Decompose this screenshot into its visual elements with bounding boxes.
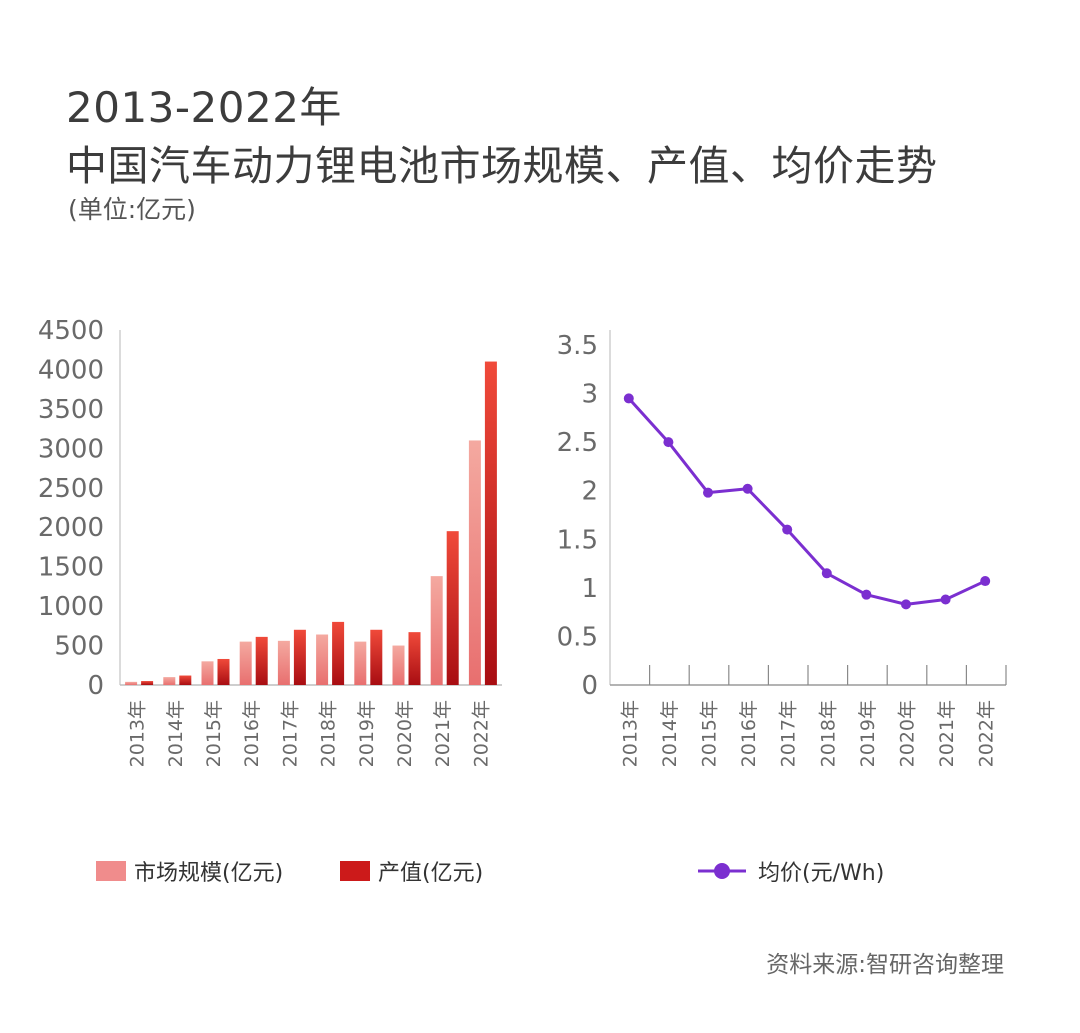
bar-market-size (125, 681, 138, 685)
bar-output-value (446, 531, 459, 685)
legend-swatch-market-size (96, 861, 126, 881)
bar-output-value (408, 632, 421, 685)
chart-title-line1: 2013-2022年 (66, 83, 342, 132)
legend-line-marker-icon (698, 863, 746, 879)
price-data-point (742, 483, 753, 494)
bar-output-value (293, 629, 306, 685)
bar-output-value (484, 361, 497, 685)
bar-x-tick-label: 2019年 (356, 700, 378, 767)
bar-output-value (179, 675, 192, 685)
line-x-tick-label: 2020年 (897, 700, 919, 767)
bar-market-size (354, 641, 367, 685)
price-data-point (703, 487, 713, 498)
bar-output-value (332, 621, 345, 685)
price-data-point (623, 393, 634, 404)
legend-output-value: 产值(亿元) (340, 855, 483, 887)
bar-y-tick-label: 1500 (38, 553, 104, 583)
chart-title-line2: 中国汽车动力锂电池市场规模、产值、均价走势 (66, 142, 938, 190)
line-x-tick-label: 2019年 (857, 700, 879, 767)
bar-x-tick-label: 2020年 (394, 700, 416, 767)
price-data-point (901, 599, 911, 610)
bar-output-value (141, 681, 154, 685)
legend-swatch-output-value (340, 861, 370, 881)
legend-avg-price: 均价(元/Wh) (696, 855, 884, 887)
bar-y-tick-label: 3000 (38, 434, 104, 464)
line-x-tick-label: 2013年 (619, 700, 641, 767)
bar-market-size (201, 661, 214, 685)
line-x-tick-label: 2022年 (976, 700, 998, 767)
chart-unit-subtitle: (单位:亿元) (68, 195, 196, 224)
bar-x-tick-label: 2018年 (318, 700, 340, 767)
bar-x-tick-label: 2016年 (241, 700, 263, 767)
line-y-tick-label: 1.5 (557, 525, 598, 555)
line-y-tick-label: 0 (581, 671, 598, 701)
bar-market-size (392, 645, 405, 685)
bar-y-tick-label: 2000 (38, 513, 104, 543)
price-series-line (627, 397, 986, 606)
bar-market-size (430, 576, 443, 685)
line-x-tick-label: 2017年 (778, 700, 800, 767)
line-y-tick-label: 2 (581, 477, 598, 507)
line-x-tick-label: 2014年 (659, 700, 681, 767)
bar-y-tick-label: 1000 (38, 592, 104, 622)
bar-y-tick-label: 4500 (38, 316, 104, 346)
bar-y-tick-label: 3500 (38, 395, 104, 425)
bar-market-size (163, 677, 176, 685)
line-x-tick-label: 2021年 (936, 700, 958, 767)
line-y-tick-label: 3 (581, 380, 598, 410)
line-x-tick-label: 2018年 (817, 700, 839, 767)
price-data-point (821, 568, 832, 579)
bar-x-tick-label: 2017年 (279, 700, 301, 767)
legend-label-output-value: 产值(亿元) (378, 861, 484, 886)
legend-label-market-size: 市场规模(亿元) (134, 861, 284, 886)
legend-label-avg-price: 均价(元/Wh) (758, 861, 885, 886)
line-x-tick-label: 2015年 (699, 700, 721, 767)
bar-y-tick-label: 2500 (38, 474, 104, 504)
bar-output-value (370, 629, 383, 685)
line-y-tick-label: 3.5 (557, 331, 598, 361)
bar-x-tick-label: 2015年 (203, 700, 225, 767)
bar-output-value (217, 658, 230, 685)
bar-market-size (239, 641, 252, 685)
price-data-point (980, 576, 991, 587)
bar-x-tick-label: 2022年 (470, 700, 492, 767)
price-data-point (663, 437, 674, 448)
data-source-note: 资料来源:智研咨询整理 (766, 952, 1004, 978)
bar-x-tick-label: 2014年 (165, 700, 187, 767)
price-data-point (861, 589, 872, 600)
bar-x-tick-label: 2013年 (127, 700, 149, 767)
price-data-point (782, 524, 793, 535)
line-y-tick-label: 0.5 (557, 622, 598, 652)
line-y-tick-label: 1 (581, 574, 598, 604)
bar-output-value (255, 636, 268, 685)
bar-y-tick-label: 4000 (38, 355, 104, 385)
bar-x-tick-label: 2021年 (432, 700, 454, 767)
price-data-point (940, 594, 951, 605)
bar-market-size (468, 440, 481, 685)
line-x-tick-label: 2016年 (738, 700, 760, 767)
line-y-tick-label: 2.5 (557, 428, 598, 458)
bar-y-tick-label: 0 (87, 671, 104, 701)
bar-market-size (316, 634, 329, 685)
legend-market-size: 市场规模(亿元) (96, 855, 283, 887)
bar-y-tick-label: 500 (54, 632, 104, 662)
bar-market-size (277, 640, 290, 685)
